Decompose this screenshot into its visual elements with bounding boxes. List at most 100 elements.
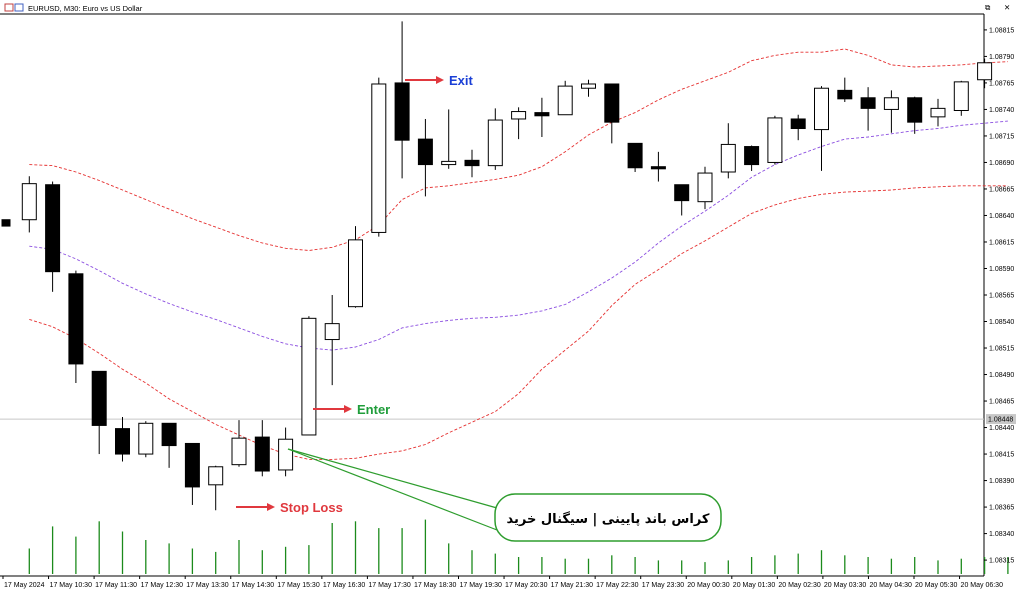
x-tick-label: 17 May 20:30 — [505, 582, 548, 589]
x-tick-label: 17 May 13:30 — [186, 582, 229, 589]
candle-body — [907, 97, 923, 123]
callout-text: کراس باند پایینی | سیگنال خرید — [507, 511, 710, 527]
x-tick-label: 17 May 12:30 — [141, 582, 184, 589]
y-tick-label: 1.08715 — [989, 133, 1014, 140]
candle-body — [464, 159, 480, 167]
candle-body — [301, 317, 317, 436]
candle-body — [161, 422, 177, 447]
callout-pointer-upper — [287, 448, 498, 509]
volume-layer — [28, 519, 1009, 574]
x-tick-label: 20 May 02:30 — [778, 582, 821, 589]
candle-body — [837, 89, 853, 100]
y-tick-label: 1.08315 — [989, 558, 1014, 565]
candle-body — [883, 97, 899, 110]
candle-body — [511, 111, 527, 120]
candle-body — [68, 273, 84, 365]
y-tick-label: 1.08540 — [989, 319, 1014, 326]
candle-body — [371, 83, 387, 233]
candle-body — [348, 239, 363, 308]
candle-body — [115, 428, 130, 455]
current-price-label: 1.08448 — [988, 417, 1013, 424]
window-restore-button[interactable]: ⧉ — [985, 3, 991, 12]
y-tick-label: 1.08615 — [989, 239, 1014, 246]
stop-loss-annotation: Stop Loss — [236, 500, 343, 515]
y-tick-label: 1.08690 — [989, 160, 1014, 167]
y-tick-label: 1.08465 — [989, 399, 1014, 406]
x-tick-label: 17 May 16:30 — [323, 582, 366, 589]
candle-body — [487, 119, 503, 167]
stop-loss-arrow-head-icon — [267, 503, 275, 511]
y-tick-label: 1.08590 — [989, 266, 1014, 273]
callout-pointer-lower — [287, 448, 498, 531]
x-tick-label: 20 May 05:30 — [915, 582, 958, 589]
candle-body — [930, 107, 946, 118]
price-axis: 1.08815 1.08790 1.08765 1.08740 1.08715 1.086… — [984, 27, 1014, 565]
candle-body — [767, 117, 783, 163]
chart-title: EURUSD, M30: Euro vs US Dollar — [28, 4, 143, 13]
candle-body — [953, 81, 969, 111]
y-tick-label: 1.08790 — [989, 54, 1014, 61]
candle-body — [977, 62, 993, 81]
candle-body — [581, 83, 596, 89]
signal-callout: کراس باند پایینی | سیگنال خرید — [287, 448, 722, 542]
enter-annotation: Enter — [313, 402, 390, 417]
candle-body — [557, 85, 573, 116]
candle-body — [21, 183, 37, 221]
candle-body — [627, 142, 643, 169]
y-tick-label: 1.08765 — [989, 80, 1014, 87]
x-tick-label: 20 May 01:30 — [733, 582, 776, 589]
candle-body — [697, 172, 713, 203]
candle-body — [720, 143, 736, 173]
x-tick-label: 17 May 11:30 — [95, 582, 137, 589]
x-tick-label: 20 May 00:30 — [687, 582, 730, 589]
candle-body — [860, 97, 876, 109]
y-tick-label: 1.08340 — [989, 531, 1014, 538]
x-tick-label: 17 May 19:30 — [460, 582, 503, 589]
exit-annotation: Exit — [405, 73, 474, 88]
candles-layer — [1, 21, 993, 511]
enter-label: Enter — [357, 402, 390, 417]
y-tick-label: 1.08415 — [989, 452, 1014, 459]
x-tick-label: 17 May 21:30 — [551, 582, 594, 589]
candle-body — [45, 184, 61, 273]
window-close-button[interactable]: ✕ — [1004, 3, 1010, 12]
candle-body — [674, 184, 690, 202]
x-tick-label: 17 May 15:30 — [277, 582, 320, 589]
x-tick-label: 17 May 14:30 — [232, 582, 275, 589]
current-price-layer: 1.08448 — [0, 414, 1016, 425]
exit-arrow-head-icon — [436, 76, 444, 84]
candle-body — [417, 138, 433, 166]
y-tick-label: 1.08640 — [989, 213, 1014, 220]
stop-loss-label: Stop Loss — [280, 500, 343, 515]
x-tick-label: 20 May 03:30 — [824, 582, 867, 589]
candle-body — [1, 219, 11, 227]
x-tick-label: 17 May 2024 — [4, 582, 45, 589]
current-price-tag — [986, 414, 1016, 425]
candle-body — [650, 166, 666, 170]
candle-body — [91, 370, 107, 426]
bollinger-bands-layer — [29, 48, 1008, 460]
middle-band-line — [29, 120, 1008, 351]
upper-band-line — [29, 48, 1008, 251]
candle-body — [184, 442, 200, 488]
x-tick-label: 17 May 17:30 — [368, 582, 411, 589]
candle-body — [744, 146, 760, 166]
chart-header — [0, 0, 1024, 14]
x-tick-label: 17 May 18:30 — [414, 582, 457, 589]
lower-band-line — [29, 185, 1008, 460]
x-tick-label: 17 May 22:30 — [596, 582, 639, 589]
y-tick-label: 1.08565 — [989, 293, 1014, 300]
candle-body — [324, 323, 340, 341]
candle-body — [814, 87, 829, 131]
candle-body — [208, 466, 224, 486]
candle-body — [790, 118, 806, 130]
x-tick-label: 17 May 23:30 — [642, 582, 685, 589]
candle-body — [138, 422, 154, 455]
candle-body — [534, 112, 550, 117]
exit-label: Exit — [449, 73, 474, 88]
y-tick-label: 1.08815 — [989, 27, 1014, 34]
chart-window-icon — [4, 3, 24, 12]
y-tick-label: 1.08490 — [989, 372, 1014, 379]
candle-body — [441, 160, 457, 166]
